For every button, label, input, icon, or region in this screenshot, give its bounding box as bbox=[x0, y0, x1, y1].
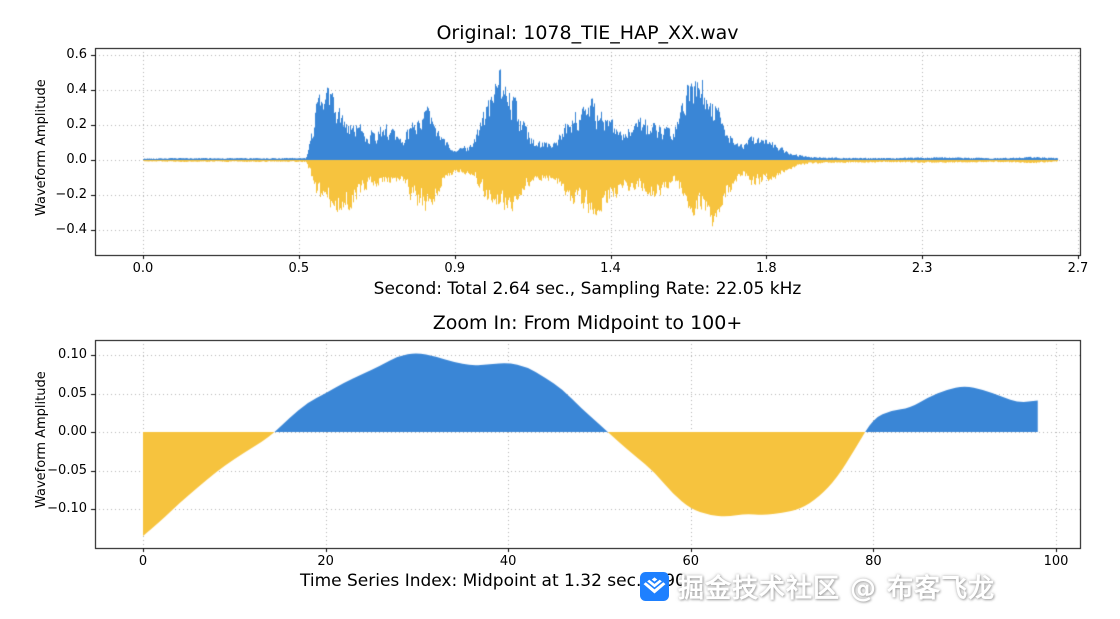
zoom-chart-title: Zoom In: From Midpoint to 100+ bbox=[432, 312, 743, 334]
watermark-text: 掘金技术社区 @ 布客飞龙 bbox=[678, 573, 996, 604]
zoom-y-tick-label: 0.05 bbox=[58, 385, 87, 401]
zoom-x-tick-label: 100 bbox=[1043, 554, 1069, 569]
top-x-tick-label: 0.9 bbox=[444, 261, 465, 276]
top-x-tick-label: 1.4 bbox=[600, 261, 621, 276]
top-x-tick-label: 0.0 bbox=[132, 261, 154, 276]
top-y-tick-label: −0.4 bbox=[55, 222, 87, 237]
top-chart-title: Original: 1078_TIE_HAP_XX.wav bbox=[436, 22, 739, 44]
top-y-tick-label: 0.2 bbox=[66, 117, 87, 132]
zoom-y-tick-label: 0.00 bbox=[58, 424, 87, 439]
zoom-x-tick-label: 60 bbox=[682, 554, 700, 569]
top-x-tick-label: 0.5 bbox=[288, 261, 310, 276]
zoom-y-tick-label: −0.05 bbox=[47, 462, 87, 478]
top-x-tick-label: 2.7 bbox=[1067, 261, 1089, 276]
zoom-x-tick-label: 0 bbox=[138, 554, 148, 569]
top-y-tick-label: −0.2 bbox=[55, 187, 87, 202]
zoom-y-tick-label: 0.10 bbox=[58, 347, 87, 362]
top-x-tick-label: 1.8 bbox=[755, 261, 777, 276]
watermark: 掘金技术社区 @ 布客飞龙 bbox=[640, 569, 996, 604]
top-y-tick-label: 0.0 bbox=[66, 152, 87, 167]
juejin-logo-icon bbox=[640, 571, 669, 601]
top-y-tick-label: 0.6 bbox=[66, 47, 87, 62]
top-y-tick-label: 0.4 bbox=[66, 82, 87, 97]
zoom-chart-xlabel: Time Series Index: Midpoint at 1.32 sec.… bbox=[300, 571, 686, 591]
zoom-y-tick-label: −0.10 bbox=[47, 501, 87, 516]
top-x-tick-label: 2.3 bbox=[911, 261, 933, 276]
top-chart-xlabel: Second: Total 2.64 sec., Sampling Rate: … bbox=[373, 279, 802, 299]
zoom-x-tick-label: 40 bbox=[499, 554, 517, 569]
zoom-x-tick-label: 20 bbox=[317, 554, 334, 569]
zoom-x-tick-label: 80 bbox=[865, 554, 882, 569]
